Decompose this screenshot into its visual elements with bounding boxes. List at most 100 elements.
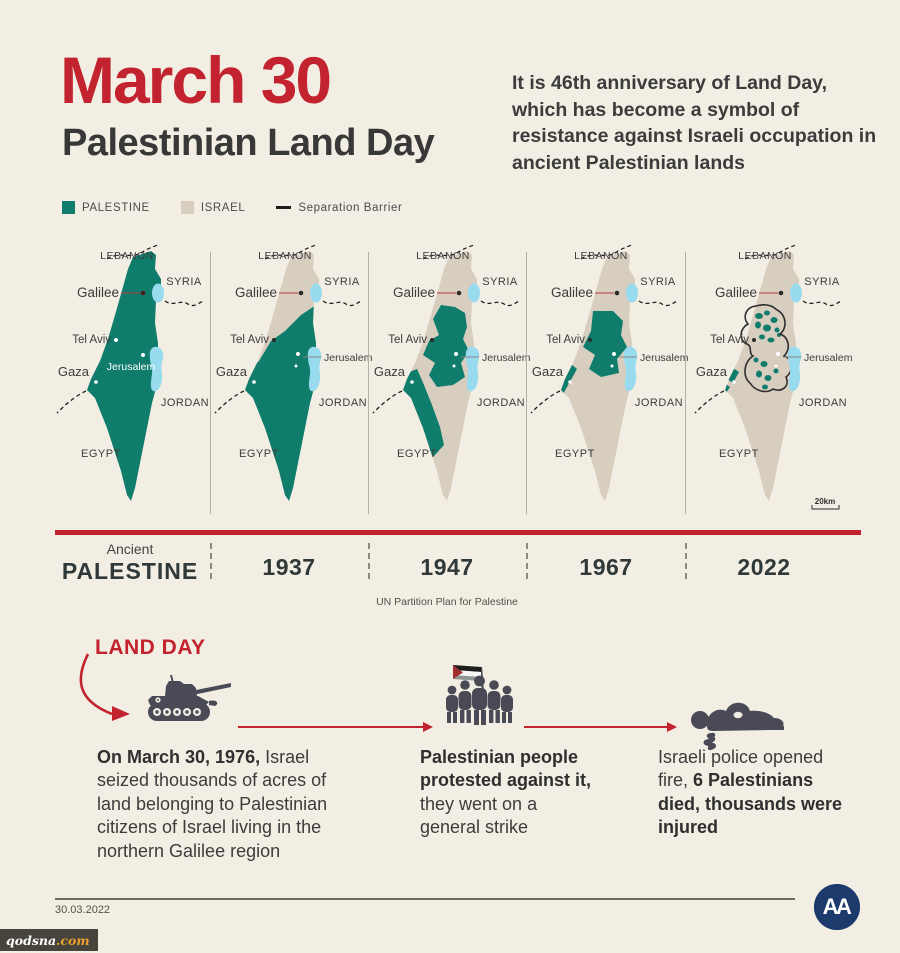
palestinian-enclave (755, 313, 763, 319)
jerusalem-dot (294, 364, 298, 368)
jordan-label: JORDAN (799, 397, 847, 409)
separation-barrier-line (740, 304, 793, 393)
tel-aviv-dot (430, 338, 434, 342)
palestinian-enclave (764, 310, 770, 316)
palestinian-enclave (774, 327, 780, 333)
lebanon-label: LEBANON (574, 250, 628, 262)
palestinian-enclave (763, 324, 771, 332)
protesters-icon (446, 665, 513, 725)
tel-aviv-label: Tel Aviv (388, 334, 427, 346)
timeline-item-1967: 1967 (531, 541, 681, 581)
palestinian-enclave (770, 317, 778, 323)
timeline-separator (210, 543, 212, 579)
palestinian-territory (725, 382, 730, 399)
palestinian-territory (583, 311, 627, 377)
legend-barrier-label: Separation Barrier (298, 201, 403, 214)
map-1937: LEBANON SYRIA JORDAN EGYPT Galilee Tel Aviv Ga… (213, 243, 373, 520)
lebanon-border-dashed (422, 244, 475, 260)
land-day-step-1: On March 30, 1976, Israel seized thousan… (97, 746, 351, 863)
timeline-axis (55, 530, 861, 535)
jerusalem-dot (141, 353, 145, 357)
column-divider (368, 252, 369, 514)
sea-of-galilee (152, 283, 164, 303)
dead-sea (787, 346, 802, 392)
page-subtitle: Palestinian Land Day (62, 122, 435, 164)
curved-arrow-icon (79, 653, 130, 721)
timeline-label: 1947 (420, 554, 474, 580)
egypt-border-dashed (56, 390, 87, 414)
palestinian-enclave (764, 375, 772, 381)
intro-text: It is 46th anniversary of Land Day, whic… (512, 72, 877, 174)
sea-of-galilee (468, 283, 480, 303)
jerusalem-dot (454, 352, 458, 356)
jordan-label: JORDAN (319, 397, 367, 409)
gaza-label: Gaza (696, 364, 728, 379)
israel-swatch (180, 201, 194, 214)
tel-aviv-label: Tel Aviv (230, 334, 269, 346)
column-divider (210, 252, 211, 514)
era-map-svg: LEBANON SYRIA JORDAN EGYPT Galilee Tel Aviv Ga… (530, 244, 689, 501)
tel-aviv-label: Tel Aviv (710, 334, 749, 346)
egypt-border-dashed (214, 390, 245, 414)
legend-palestine-label: PALESTINE (82, 201, 150, 214)
gaza-dot (732, 380, 736, 384)
galilee-dot (140, 290, 146, 296)
jerusalem-label: Jerusalem (640, 352, 689, 364)
jerusalem-label: Jerusalem (804, 352, 853, 364)
syria-label: SYRIA (166, 276, 202, 288)
jerusalem-dot (776, 352, 780, 356)
step-2-bold: Palestinian people protested against it, (420, 747, 592, 791)
egypt-label: EGYPT (81, 448, 121, 460)
egypt-label: EGYPT (719, 448, 759, 460)
era-map-svg: LEBANON SYRIA JORDAN EGYPT Galilee Tel Aviv Ga… (56, 244, 209, 501)
map-outline (561, 251, 635, 501)
syria-label: SYRIA (324, 276, 360, 288)
footer-divider (55, 898, 795, 900)
anadolu-agency-logo: AA (814, 884, 860, 930)
lebanon-border-dashed (580, 244, 633, 260)
jerusalem-label: Jerusalem (324, 352, 373, 364)
palestine-swatch (62, 201, 75, 214)
syria-label: SYRIA (640, 276, 676, 288)
era-map-svg: LEBANON SYRIA JORDAN EGYPT Galilee Tel Aviv Ga… (694, 244, 853, 510)
jerusalem-dot (612, 352, 616, 356)
jerusalem-dot (452, 364, 456, 368)
timeline-label: 2022 (737, 554, 791, 580)
arrow-connector (238, 721, 433, 733)
jerusalem-dot (296, 352, 300, 356)
map-ancient-palestine: LEBANON SYRIA JORDAN EGYPT Galilee Tel Aviv Ga… (55, 243, 209, 520)
legend-israel-label: ISRAEL (200, 201, 246, 214)
scale-label: 20km (815, 497, 835, 506)
legend: PALESTINE ISRAEL Separation Barrier (62, 201, 402, 214)
galilee-label: Galilee (77, 285, 119, 300)
scale-bar (811, 505, 840, 510)
palestinian-enclave (755, 321, 761, 329)
jordan-label: JORDAN (635, 397, 683, 409)
map-outline (725, 251, 799, 501)
jordan-label: JORDAN (161, 397, 209, 409)
fallen-person-icon (691, 702, 784, 750)
gaza-dot (252, 380, 256, 384)
lebanon-border-dashed (744, 244, 797, 260)
dead-sea (465, 346, 480, 392)
timeline-item-1947: 1947 (372, 541, 522, 581)
timeline-separator (368, 543, 370, 579)
timeline-pre-label: Ancient (106, 541, 154, 557)
jerusalem-label: Jerusalem (482, 352, 531, 364)
jerusalem-dot (774, 364, 778, 368)
column-divider (685, 252, 686, 514)
galilee-dot (298, 290, 304, 296)
column-divider (526, 252, 527, 514)
egypt-border-dashed (694, 390, 725, 414)
palestinian-enclave (756, 370, 762, 378)
tel-aviv-dot (588, 338, 592, 342)
watermark-tld: .com (56, 932, 90, 948)
gaza-label: Gaza (374, 364, 406, 379)
palestinian-enclave (773, 368, 779, 374)
land-day-step-2: Palestinian people protested against it,… (420, 746, 592, 840)
syria-border-dashed (802, 300, 842, 307)
syria-border-dashed (164, 300, 204, 307)
land-day-step-3: Israeli police opened fire, 6 Palestinia… (658, 746, 858, 840)
gaza-dot (568, 380, 572, 384)
